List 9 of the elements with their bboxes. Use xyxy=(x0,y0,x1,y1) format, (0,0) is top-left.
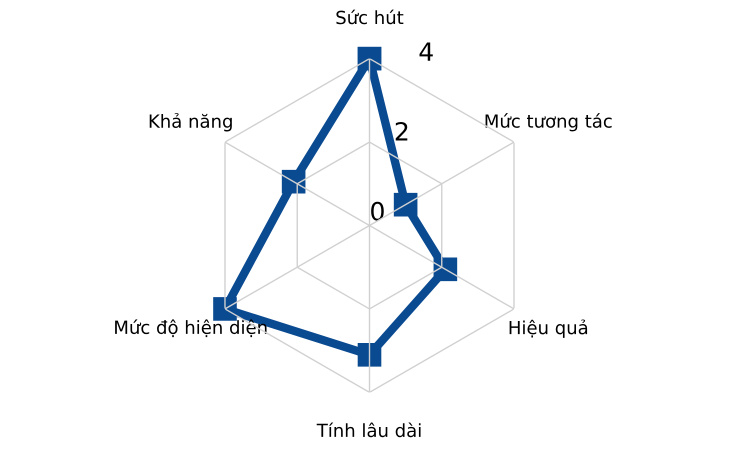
y-tick-label: 4 xyxy=(420,42,433,61)
y-tick-label: 2 xyxy=(396,122,408,141)
spoke-label: Tính lâu dài xyxy=(316,422,421,438)
spoke-label: Mức độ hiện diện xyxy=(115,319,267,338)
y-tick-label: 0 xyxy=(371,202,384,221)
spoke-label: Khả năng xyxy=(150,113,232,132)
spoke-label: Sức hút xyxy=(336,10,404,24)
spoke-label: Mức tương tác xyxy=(486,113,612,132)
spoke-label: Hiệu quả xyxy=(510,320,588,338)
